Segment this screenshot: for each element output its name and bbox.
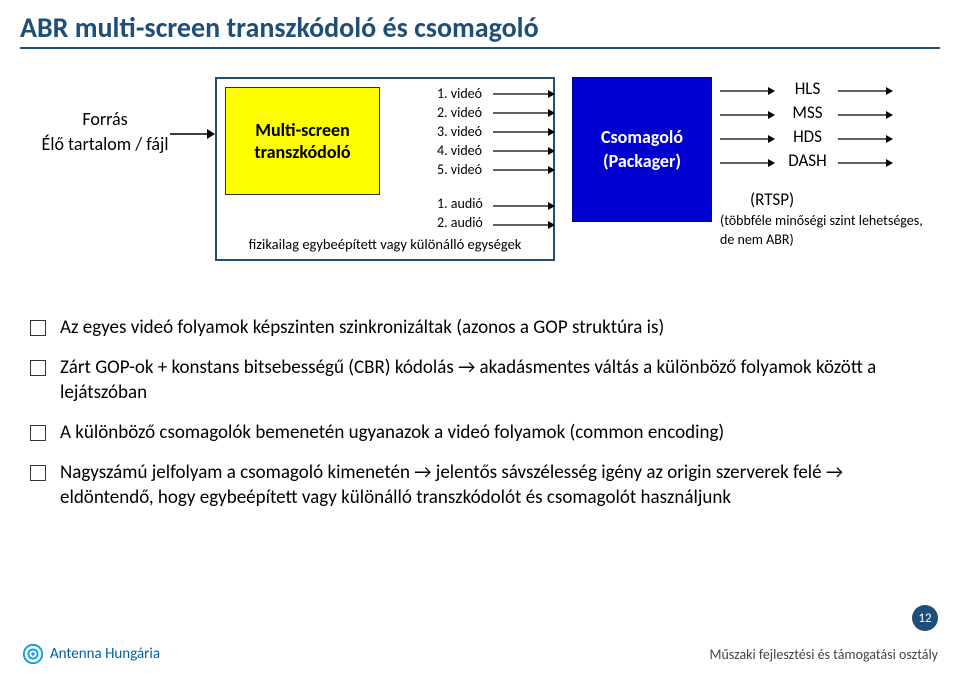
output-protocol-list: HLS MSS HDS DASH — [780, 77, 835, 174]
audio-stream-list: 1. audió 2. audió — [437, 195, 483, 233]
bullet-4: Nagyszámú jelfolyam a csomagoló kimeneté… — [30, 460, 930, 511]
transcoder-line1: Multi-screen — [255, 119, 350, 142]
bullet-1: Az egyes videó folyamok képszinten szink… — [30, 315, 930, 341]
source-line1: Forrás — [40, 107, 170, 132]
bullet-2: Zárt GOP-ok + konstans bitsebességű (CBR… — [30, 355, 930, 406]
audio-arrows — [493, 198, 555, 236]
video-stream-4: 4. videó — [437, 142, 482, 161]
arrow-source-to-transcoder — [170, 127, 215, 141]
out-mss: MSS — [780, 101, 835, 125]
bullet-3: A különböző csomagolók bemenetén ugyanaz… — [30, 420, 930, 446]
footer: Antenna Hungária Műszaki fejlesztési és … — [0, 635, 960, 673]
logo-block: Antenna Hungária — [22, 643, 160, 665]
packager-out-arrows-right — [838, 83, 893, 179]
logo-text: Antenna Hungária — [50, 645, 160, 663]
video-arrows — [493, 86, 555, 181]
rtsp-note: (többféle minőségi szint lehetséges, de … — [720, 212, 935, 250]
enclosure-box: Multi-screen transzkódoló 1. videó 2. vi… — [215, 77, 555, 261]
transcoder-line2: transzkódoló — [254, 141, 350, 164]
video-stream-list: 1. videó 2. videó 3. videó 4. videó 5. v… — [437, 85, 482, 179]
video-stream-5: 5. videó — [437, 161, 482, 180]
packager-out-arrows-left — [720, 83, 775, 179]
antenna-icon — [22, 643, 44, 665]
out-dash: DASH — [780, 149, 835, 173]
title-divider — [20, 47, 940, 49]
packager-line2: (Packager) — [603, 150, 681, 173]
packager-box: Csomagoló (Packager) — [572, 77, 712, 222]
out-hls: HLS — [780, 77, 835, 101]
video-stream-3: 3. videó — [437, 123, 482, 142]
video-stream-2: 2. videó — [437, 104, 482, 123]
transcoder-box: Multi-screen transzkódoló — [225, 87, 380, 195]
source-line2: Élő tartalom / fájl — [40, 132, 170, 157]
audio-stream-2: 2. audió — [437, 214, 483, 233]
rtsp-label: (RTSP) — [750, 189, 794, 210]
page-title: ABR multi-screen transzkódoló és csomago… — [0, 0, 960, 47]
source-block: Forrás Élő tartalom / fájl — [40, 107, 170, 157]
bullet-list: Az egyes videó folyamok képszinten szink… — [30, 315, 930, 511]
diagram-area: Forrás Élő tartalom / fájl Multi-screen … — [20, 67, 940, 297]
footer-department: Műszaki fejlesztési és támogatási osztál… — [709, 646, 938, 663]
audio-stream-1: 1. audió — [437, 195, 483, 214]
video-stream-1: 1. videó — [437, 85, 482, 104]
packager-line1: Csomagoló — [601, 126, 683, 149]
page-number-badge: 12 — [912, 605, 938, 631]
enclosure-caption: fizikailag egybeépített vagy különálló e… — [217, 235, 553, 253]
out-hds: HDS — [780, 125, 835, 149]
